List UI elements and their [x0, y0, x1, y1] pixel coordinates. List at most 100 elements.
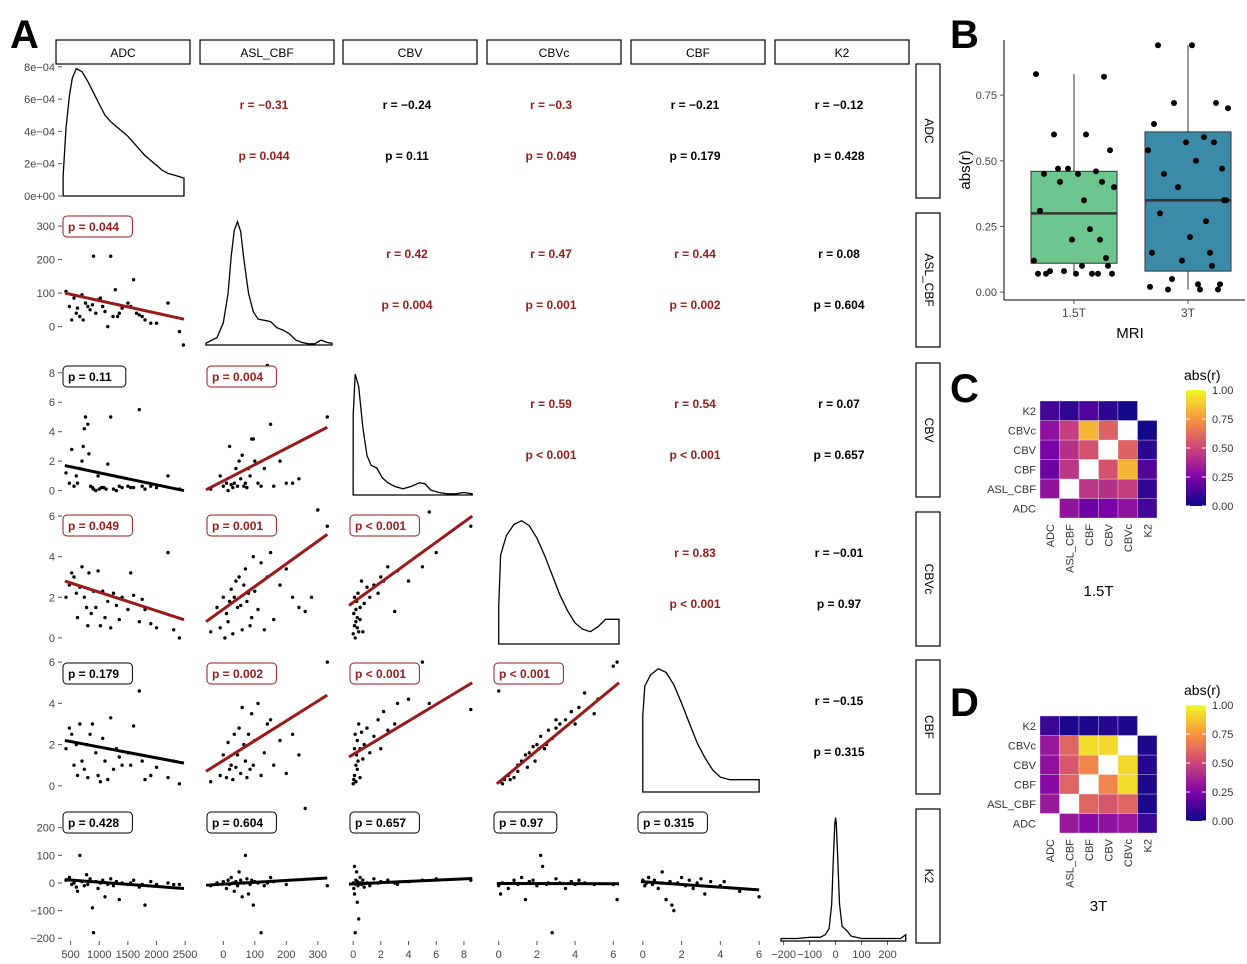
p-value-box	[62, 811, 133, 834]
scatter-point	[172, 882, 176, 887]
scatter-point	[90, 722, 95, 726]
scatter-point	[126, 484, 130, 488]
x-tick-label: 0	[350, 949, 356, 961]
scatter-point	[284, 882, 288, 887]
scatter-point	[91, 254, 96, 258]
y-tick-label: 0	[49, 878, 55, 890]
heat-x-label: CBV	[1103, 838, 1115, 861]
strip-top-label: ADC	[110, 46, 136, 60]
scatter-point	[91, 931, 96, 935]
x-tick-label: 1000	[87, 949, 111, 961]
strip-top-label: CBV	[398, 46, 423, 60]
scatter-point	[353, 732, 357, 736]
point-1-5t	[1041, 170, 1047, 177]
scatter-point	[550, 931, 554, 935]
scatter-point	[352, 777, 356, 782]
scatter-point	[113, 288, 118, 292]
scatter-point	[376, 718, 380, 722]
p-value-label: p = 0.179	[68, 667, 119, 681]
scatter-point	[98, 296, 103, 300]
strip-top-label: ASL_CBF	[240, 46, 293, 60]
x-tick-label: 2	[378, 949, 384, 961]
density-curve-k2	[780, 817, 907, 942]
scatter-point	[420, 565, 425, 569]
scatter-point	[101, 304, 105, 309]
heat-x-label: K2	[1142, 524, 1154, 537]
scatter-point	[109, 254, 113, 258]
scatter-point	[114, 488, 119, 493]
scatter-point	[126, 301, 130, 305]
scatter-point	[498, 892, 503, 896]
scatter-point	[143, 318, 147, 322]
x-tick-label: 6	[433, 949, 439, 961]
scatter-point	[558, 722, 562, 726]
scatter-point	[268, 422, 273, 426]
scatter-point	[117, 897, 122, 902]
scatter-point	[237, 870, 241, 874]
scatter-point	[154, 485, 159, 490]
scatter-point	[738, 889, 742, 893]
regression-line	[205, 533, 329, 623]
strip-top-cbvc	[486, 39, 622, 65]
point-3t	[1157, 210, 1163, 217]
scatter-point	[368, 751, 372, 755]
p-value-box	[493, 811, 558, 834]
scatter-point	[361, 878, 365, 882]
scatter-point	[229, 483, 233, 487]
strip-top-label: CBVc	[539, 46, 570, 60]
scatter-point	[379, 575, 383, 579]
x-tick-label: 200	[277, 949, 295, 961]
scatter-point	[239, 603, 243, 608]
legend-tick-label: 0.25	[1212, 787, 1233, 799]
scatter-point	[106, 462, 110, 466]
legend-colorbar	[1186, 390, 1206, 506]
scatter-point	[356, 759, 360, 763]
scatter-point	[243, 759, 248, 763]
scatter-point	[106, 324, 110, 329]
point-3t	[1147, 283, 1153, 290]
point-1-5t	[1037, 207, 1043, 214]
scatter-point	[72, 484, 76, 488]
p-value-box	[349, 811, 420, 834]
x-tick-label: 300	[309, 949, 327, 961]
corr-r-label: r = −0.24	[383, 98, 432, 112]
scatter-point	[245, 877, 249, 881]
scatter-point	[386, 565, 390, 569]
scatter-point	[117, 617, 122, 622]
scatter-point	[368, 884, 372, 888]
heat-x-title: 3T	[1090, 898, 1108, 915]
heat-cell	[1039, 774, 1060, 795]
heat-cell	[1137, 793, 1158, 814]
x-tick-label: 100	[246, 949, 264, 961]
scatter-point	[406, 579, 411, 583]
scatter-point	[535, 742, 539, 747]
scatter-point	[358, 875, 362, 880]
heat-y-label: K2	[1023, 721, 1036, 733]
scatter-point	[82, 767, 87, 771]
scatter-point	[362, 885, 366, 889]
scatter-point	[88, 877, 92, 881]
scatter-point	[256, 607, 260, 612]
scatter-point	[722, 879, 726, 884]
regression-line	[64, 738, 185, 765]
scatter-point	[232, 732, 236, 736]
scatter-point	[248, 624, 252, 628]
heat-cell	[1117, 754, 1138, 775]
x-tick-label: 6	[610, 949, 616, 961]
density-curve-cbv	[352, 374, 473, 496]
scatter-point	[519, 875, 524, 880]
scatter-point	[237, 575, 241, 579]
scatter-point	[74, 311, 79, 315]
scatter-point	[140, 597, 144, 601]
heat-y-label: CBF	[1014, 464, 1036, 476]
scatter-point	[87, 452, 91, 456]
scatter-point	[224, 886, 229, 891]
x-tick-label: 2	[534, 949, 540, 961]
scatter-point	[82, 427, 87, 431]
p-value-label: p = 0.428	[68, 816, 119, 830]
scatter-point	[250, 712, 254, 716]
scatter-point	[115, 314, 120, 319]
corr-r-label: r = 0.83	[674, 546, 716, 560]
legend-tick-label: 0.50	[1212, 758, 1233, 770]
scatter-point	[67, 875, 72, 880]
